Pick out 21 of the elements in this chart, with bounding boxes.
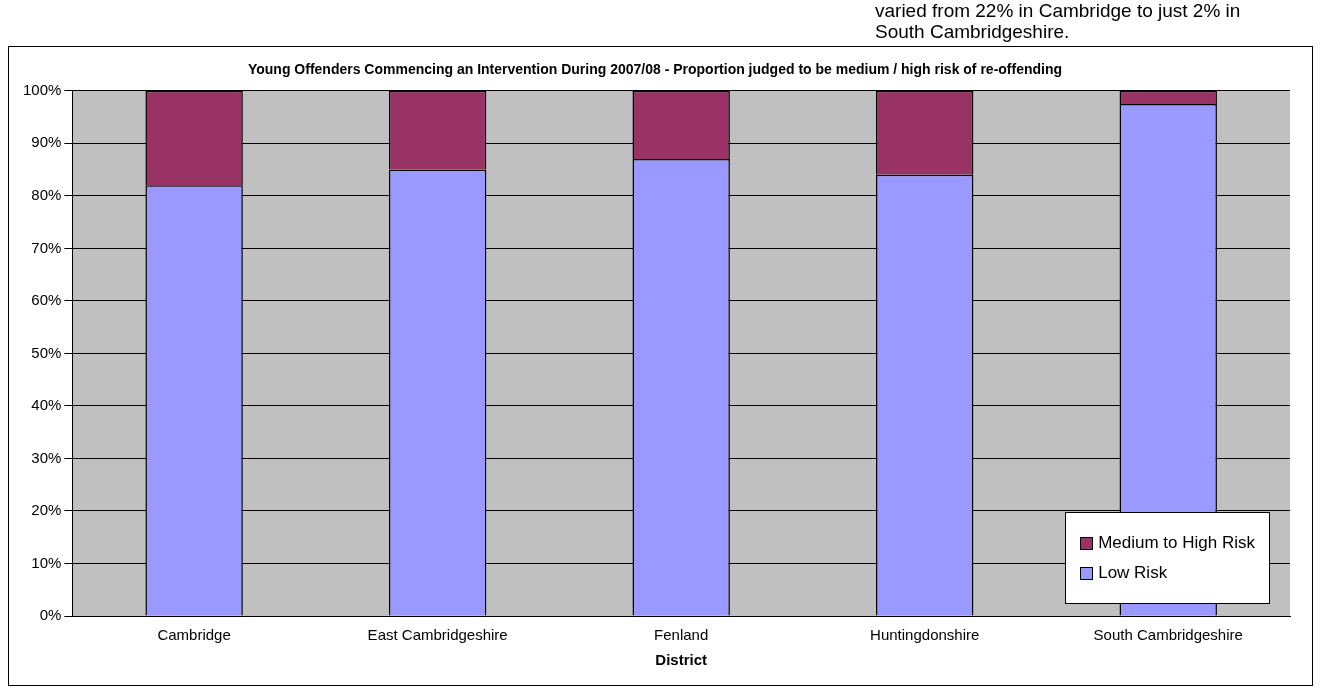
text: varied from 22% in Cambridge to just 2% in South Cambridgeshire. xyxy=(875,0,1242,42)
x-axis-title: District xyxy=(655,651,708,669)
x-tick-label: South Cambridgeshire xyxy=(1093,626,1243,644)
y-tick-label: 20% xyxy=(31,501,62,519)
x-tick-label: Huntingdonshire xyxy=(870,626,980,644)
x-tick-label: East Cambridgeshire xyxy=(367,626,508,644)
y-tick-label: 90% xyxy=(31,133,62,151)
y-tick-label: 80% xyxy=(31,185,62,203)
chart-title: Young Offenders Commencing an Intervention During 2007/08 - Proportion judged to be medium / high risk of re-offending xyxy=(247,61,1063,78)
y-tick-label: 60% xyxy=(31,291,62,309)
legend-label: Medium to High Risk xyxy=(1098,533,1255,553)
y-tick-label: 40% xyxy=(31,396,62,414)
x-tick-label: Fenland xyxy=(654,626,709,644)
y-tick-label: 0% xyxy=(39,606,62,624)
y-tick-label: 50% xyxy=(31,343,62,361)
y-tick-label: 30% xyxy=(31,448,62,466)
y-tick-label: 70% xyxy=(31,238,62,256)
x-tick-label: Cambridge xyxy=(157,626,231,644)
legend-label: Low Risk xyxy=(1098,563,1168,583)
y-tick-label: 10% xyxy=(31,553,62,571)
y-tick-label: 100% xyxy=(22,80,62,98)
